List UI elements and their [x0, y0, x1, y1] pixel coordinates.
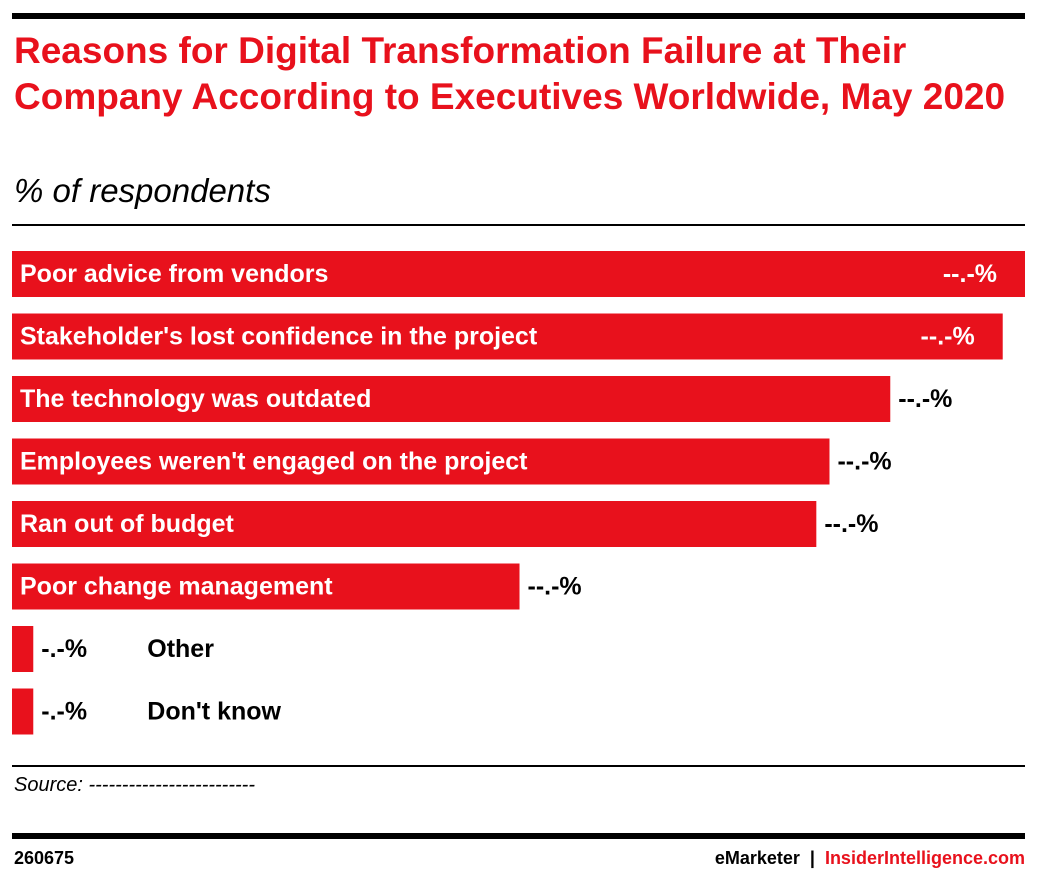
category-label: Employees weren't engaged on the project	[20, 448, 528, 476]
source-note: Source: -------------------------	[14, 774, 255, 796]
brand-emarketer: eMarketer	[714, 848, 800, 868]
bar-chart: Poor advice from vendors --.-% Stakeholder…	[12, 251, 1025, 735]
footer-brand: eMarketer | InsiderIntelligence.com	[715, 848, 1025, 869]
header-divider	[12, 224, 1025, 226]
category-label: Stakeholder's lost confidence in the pro…	[20, 323, 538, 351]
brand-separator: |	[809, 848, 815, 868]
value-label: --.-%	[824, 510, 878, 538]
category-label: The technology was outdated	[20, 385, 371, 413]
category-label: Poor change management	[20, 573, 333, 601]
value-label: --.-%	[921, 323, 975, 351]
bar	[12, 626, 34, 672]
bar	[12, 438, 830, 485]
brand-insider-intelligence[interactable]: InsiderIntelligence.com	[824, 848, 1025, 868]
bar	[12, 376, 891, 422]
value-label: --.-%	[943, 260, 997, 288]
category-label: Poor advice from vendors	[20, 260, 328, 288]
bar	[12, 313, 1003, 360]
bar	[12, 688, 34, 735]
chart-id: 260675	[14, 848, 75, 868]
category-label: Ran out of budget	[20, 510, 235, 538]
value-label: --.-%	[528, 573, 582, 601]
value-label: --.-%	[898, 385, 952, 413]
value-label: -.-%	[41, 698, 87, 726]
bar	[12, 251, 1025, 297]
category-label: Other	[147, 635, 214, 663]
value-label: -.-%	[41, 635, 87, 663]
bottom-rule	[12, 833, 1025, 839]
value-label: --.-%	[837, 448, 891, 476]
bar	[12, 501, 817, 547]
bar	[12, 563, 520, 610]
category-label: Don't know	[147, 698, 281, 726]
chart-subtitle: % of respondents	[14, 172, 271, 209]
top-rule	[12, 13, 1025, 19]
source-divider	[12, 765, 1025, 767]
chart-title: Reasons for Digital Transformation Failu…	[14, 30, 1006, 117]
